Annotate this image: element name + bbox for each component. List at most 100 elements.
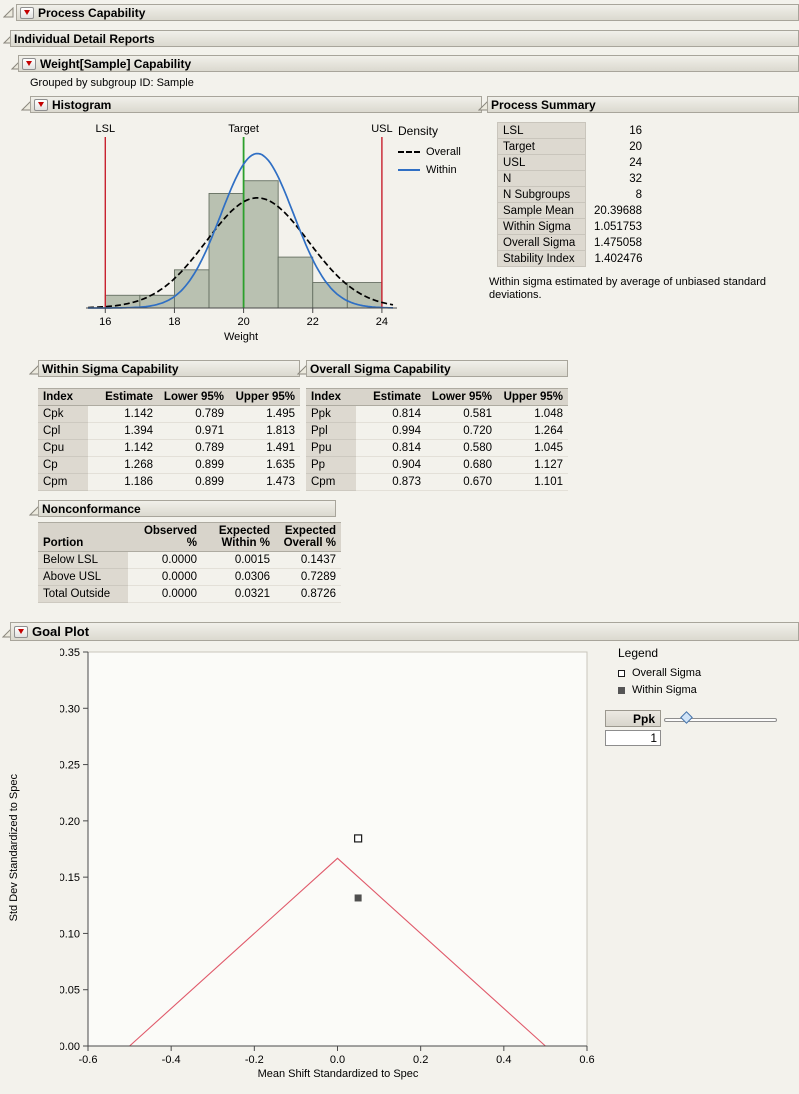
upper-cell: 1.264: [497, 422, 568, 440]
within-capability-table: Index Estimate Lower 95% Upper 95% Cpk 1…: [38, 388, 300, 491]
red-triangle-menu-icon[interactable]: [34, 98, 48, 111]
lower-cell: 0.670: [426, 473, 497, 491]
estimate-cell: 0.994: [356, 422, 426, 440]
row-value: 20.39688: [594, 204, 642, 217]
svg-text:0.2: 0.2: [413, 1054, 428, 1066]
upper-cell: 1.045: [497, 439, 568, 457]
goal-plot-canvas: 0.00 0.05 0.10 0.15 0.20 0.25 0.30 0.35 -0.6 -0.4…: [59, 647, 595, 1066]
header-histogram: Histogram: [30, 96, 482, 113]
red-triangle-menu-icon[interactable]: [22, 57, 36, 70]
table-row: Above USL 0.0000 0.0306 0.7289: [38, 568, 341, 586]
header-individual-detail-reports: Individual Detail Reports: [10, 30, 799, 47]
goal-plot-y-axis-title-wrap: Std Dev Standardized to Spec: [8, 650, 20, 1046]
col-header-upper: Upper 95%: [229, 388, 300, 406]
lower-cell: 0.581: [426, 405, 497, 423]
section-title-process-summary: Process Summary: [491, 97, 596, 112]
header-within-capability: Within Sigma Capability: [38, 360, 300, 377]
col-header-index: Index: [306, 388, 356, 406]
table-row: Below LSL 0.0000 0.0015 0.1437: [38, 551, 341, 569]
nonconformance-table: Portion Observed % Expected Within % Exp…: [38, 522, 341, 603]
ppk-value-input[interactable]: [605, 730, 661, 746]
row-value: 24: [629, 156, 642, 169]
process-summary-row: Sample Mean 20.39688: [497, 202, 648, 219]
lower-cell: 0.789: [158, 405, 229, 423]
table-row: Total Outside 0.0000 0.0321 0.8726: [38, 585, 341, 603]
estimate-cell: 0.814: [356, 405, 426, 423]
row-value: 20: [629, 140, 642, 153]
red-triangle-glyph-icon: [38, 102, 44, 107]
lower-cell: 0.580: [426, 439, 497, 457]
col-header-observed: Observed %: [128, 522, 202, 552]
index-cell: Ppu: [306, 439, 356, 457]
svg-text:22: 22: [307, 316, 319, 328]
lower-cell: 0.899: [158, 473, 229, 491]
expected-within-cell: 0.0015: [202, 551, 275, 569]
density-legend: Density Overall Within: [398, 124, 461, 176]
table-header-row: Index Estimate Lower 95% Upper 95%: [306, 388, 568, 406]
goal-plot-x-axis-title: Mean Shift Standardized to Spec: [257, 1068, 419, 1080]
col-header-expected-overall: Expected Overall %: [275, 522, 341, 552]
row-value: 8: [635, 188, 642, 201]
svg-text:0.35: 0.35: [60, 647, 80, 659]
col-header-expected-within: Expected Within %: [202, 522, 275, 552]
portion-cell: Below LSL: [38, 551, 128, 569]
row-value: 32: [629, 172, 642, 185]
expected-overall-cell: 0.8726: [275, 585, 341, 603]
upper-cell: 1.495: [229, 405, 300, 423]
upper-cell: 1.127: [497, 456, 568, 474]
table-row: Ppk 0.814 0.581 1.048: [306, 405, 568, 423]
svg-text:0.20: 0.20: [60, 816, 80, 828]
index-cell: Cpm: [38, 473, 88, 491]
row-value: 1.402476: [594, 252, 643, 265]
within-solid-line-icon: [398, 169, 420, 171]
expected-within-cell: 0.0306: [202, 568, 275, 586]
header-nonconformance: Nonconformance: [38, 500, 336, 517]
disclosure-process-capability-icon[interactable]: [2, 6, 14, 18]
table-row: Cpm 0.873 0.670 1.101: [306, 473, 568, 491]
red-triangle-glyph-icon: [26, 61, 32, 66]
red-triangle-menu-icon[interactable]: [20, 6, 34, 19]
section-title-process-capability: Process Capability: [38, 5, 146, 20]
legend-label-within: Within: [426, 164, 457, 176]
svg-text:0.25: 0.25: [60, 760, 80, 772]
table-row: Pp 0.904 0.680 1.127: [306, 456, 568, 474]
svg-text:-0.6: -0.6: [79, 1054, 98, 1066]
lower-cell: 0.789: [158, 439, 229, 457]
open-square-marker-icon: [618, 669, 625, 677]
svg-text:USL: USL: [371, 123, 392, 135]
section-title-overall-capability: Overall Sigma Capability: [310, 361, 451, 376]
red-triangle-glyph-icon: [24, 10, 30, 15]
estimate-cell: 1.394: [88, 422, 158, 440]
section-title-weight-capability: Weight[Sample] Capability: [40, 56, 192, 71]
ppk-label: Ppk: [605, 710, 661, 727]
index-cell: Ppl: [306, 422, 356, 440]
col-header-lower: Lower 95%: [158, 388, 229, 406]
svg-text:0.6: 0.6: [579, 1054, 594, 1066]
lower-cell: 0.899: [158, 456, 229, 474]
process-summary-row: N 32: [497, 170, 648, 187]
goal-plot-graph[interactable]: 0.00 0.05 0.10 0.15 0.20 0.25 0.30 0.35 -0.6 -0.4…: [59, 644, 600, 1076]
row-label: Stability Index: [497, 250, 586, 267]
table-row: Ppu 0.814 0.580 1.045: [306, 439, 568, 457]
ppk-slider[interactable]: [664, 711, 777, 726]
header-process-summary: Process Summary: [487, 96, 799, 113]
histogram-plot[interactable]: 16 18 20 22 24 LSL Target USL: [85, 122, 397, 334]
goal-plot-legend-title: Legend: [618, 646, 659, 660]
svg-text:0.00: 0.00: [60, 1041, 80, 1053]
process-summary-row: N Subgroups 8: [497, 186, 648, 203]
process-summary-row: Target 20: [497, 138, 648, 155]
col-header-estimate: Estimate: [356, 388, 426, 406]
density-legend-title: Density: [398, 124, 439, 138]
legend-label-within-sigma: Within Sigma: [632, 684, 697, 696]
portion-cell: Total Outside: [38, 585, 128, 603]
process-summary-row: LSL 16: [497, 122, 648, 139]
header-weight-capability: Weight[Sample] Capability: [18, 55, 799, 72]
goal-plot-y-axis-title: Std Dev Standardized to Spec: [8, 774, 20, 922]
header-goal-plot: Goal Plot: [10, 622, 799, 641]
table-header-row: Portion Observed % Expected Within % Exp…: [38, 522, 341, 552]
ppk-slider-track[interactable]: [664, 718, 777, 722]
red-triangle-menu-icon[interactable]: [14, 625, 28, 638]
index-cell: Cp: [38, 456, 88, 474]
row-value: 16: [629, 124, 642, 137]
